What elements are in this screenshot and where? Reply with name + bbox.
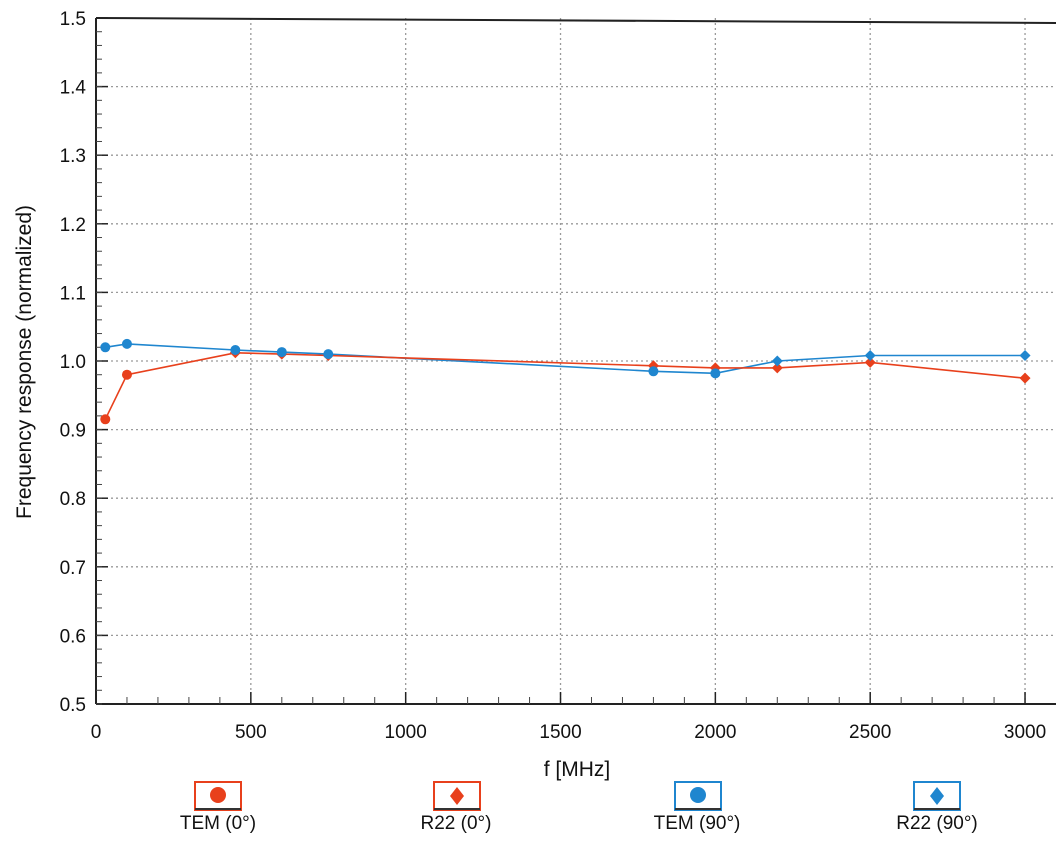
y-tick-label: 1.3 bbox=[60, 146, 86, 167]
y-tick-label: 0.6 bbox=[60, 626, 86, 647]
point-tem-90 bbox=[710, 368, 721, 379]
point-r22-90 bbox=[1019, 350, 1031, 362]
legend-item-tem-0: TEM (0°) bbox=[180, 781, 256, 834]
point-r22-0 bbox=[771, 362, 783, 374]
legend-label-tem-90: TEM (90°) bbox=[654, 813, 741, 834]
y-tick-label: 0.8 bbox=[60, 489, 86, 510]
x-tick-label: 500 bbox=[235, 722, 267, 743]
legend-item-tem-90: TEM (90°) bbox=[654, 781, 741, 834]
legend-label-r22-90: R22 (90°) bbox=[896, 813, 978, 834]
y-tick-label: 1.5 bbox=[60, 9, 86, 30]
point-r22-90 bbox=[771, 355, 783, 367]
point-r22-0 bbox=[1019, 372, 1031, 384]
legend-label-tem-0: TEM (0°) bbox=[180, 813, 256, 834]
top-frame-line bbox=[95, 17, 1056, 24]
point-tem-0 bbox=[121, 369, 132, 380]
legend-item-r22-0: R22 (0°) bbox=[421, 781, 492, 834]
series-line-90deg bbox=[105, 343, 1025, 375]
point-tem-0 bbox=[100, 414, 111, 425]
x-axis-label: f [MHz] bbox=[544, 758, 611, 781]
x-tick-labels: 0 500 1000 1500 2000 2500 3000 bbox=[91, 722, 1046, 743]
x-tick-label: 3000 bbox=[1004, 722, 1046, 743]
point-r22-0 bbox=[864, 356, 876, 368]
y-tick-label: 0.7 bbox=[60, 558, 86, 579]
series-lines bbox=[104, 343, 1026, 420]
legend-marker-circle-blue bbox=[690, 787, 706, 803]
series-points bbox=[100, 338, 1031, 425]
point-tem-90 bbox=[230, 345, 241, 356]
legend-marker-diamond-blue bbox=[930, 787, 944, 805]
point-tem-90 bbox=[121, 338, 132, 349]
y-tick-label: 1.0 bbox=[60, 352, 86, 373]
legend-marker-circle-red bbox=[210, 787, 226, 803]
y-axis-label: Frequency response (normalized) bbox=[13, 205, 36, 519]
x-tick-label: 1500 bbox=[539, 722, 581, 743]
point-tem-90 bbox=[323, 349, 334, 360]
legend: TEM (0°) R22 (0°) TEM (90°) R22 (90°) bbox=[180, 781, 978, 834]
y-tick-label: 0.5 bbox=[60, 695, 86, 716]
point-tem-90 bbox=[100, 342, 111, 353]
grid bbox=[96, 18, 1056, 704]
legend-label-r22-0: R22 (0°) bbox=[421, 813, 492, 834]
x-tick-label: 2000 bbox=[694, 722, 736, 743]
y-tick-label: 1.1 bbox=[60, 283, 86, 304]
point-r22-90 bbox=[864, 350, 876, 362]
x-tick-label: 2500 bbox=[849, 722, 891, 743]
y-tick-label: 1.4 bbox=[60, 78, 87, 99]
legend-marker-diamond-red bbox=[450, 787, 464, 805]
y-tick-label: 0.9 bbox=[60, 421, 86, 442]
x-tick-label: 1000 bbox=[385, 722, 427, 743]
x-tick-label: 0 bbox=[91, 722, 102, 743]
point-tem-90 bbox=[648, 366, 659, 377]
minor-ticks bbox=[96, 31, 995, 705]
point-tem-90 bbox=[276, 347, 287, 358]
legend-item-r22-90: R22 (90°) bbox=[896, 781, 978, 834]
y-tick-label: 1.2 bbox=[60, 215, 86, 236]
y-tick-labels: 0.5 0.6 0.7 0.8 0.9 1.0 1.1 1.2 1.3 1.4 1.5 bbox=[60, 9, 87, 716]
series-line-0deg bbox=[104, 351, 1026, 420]
